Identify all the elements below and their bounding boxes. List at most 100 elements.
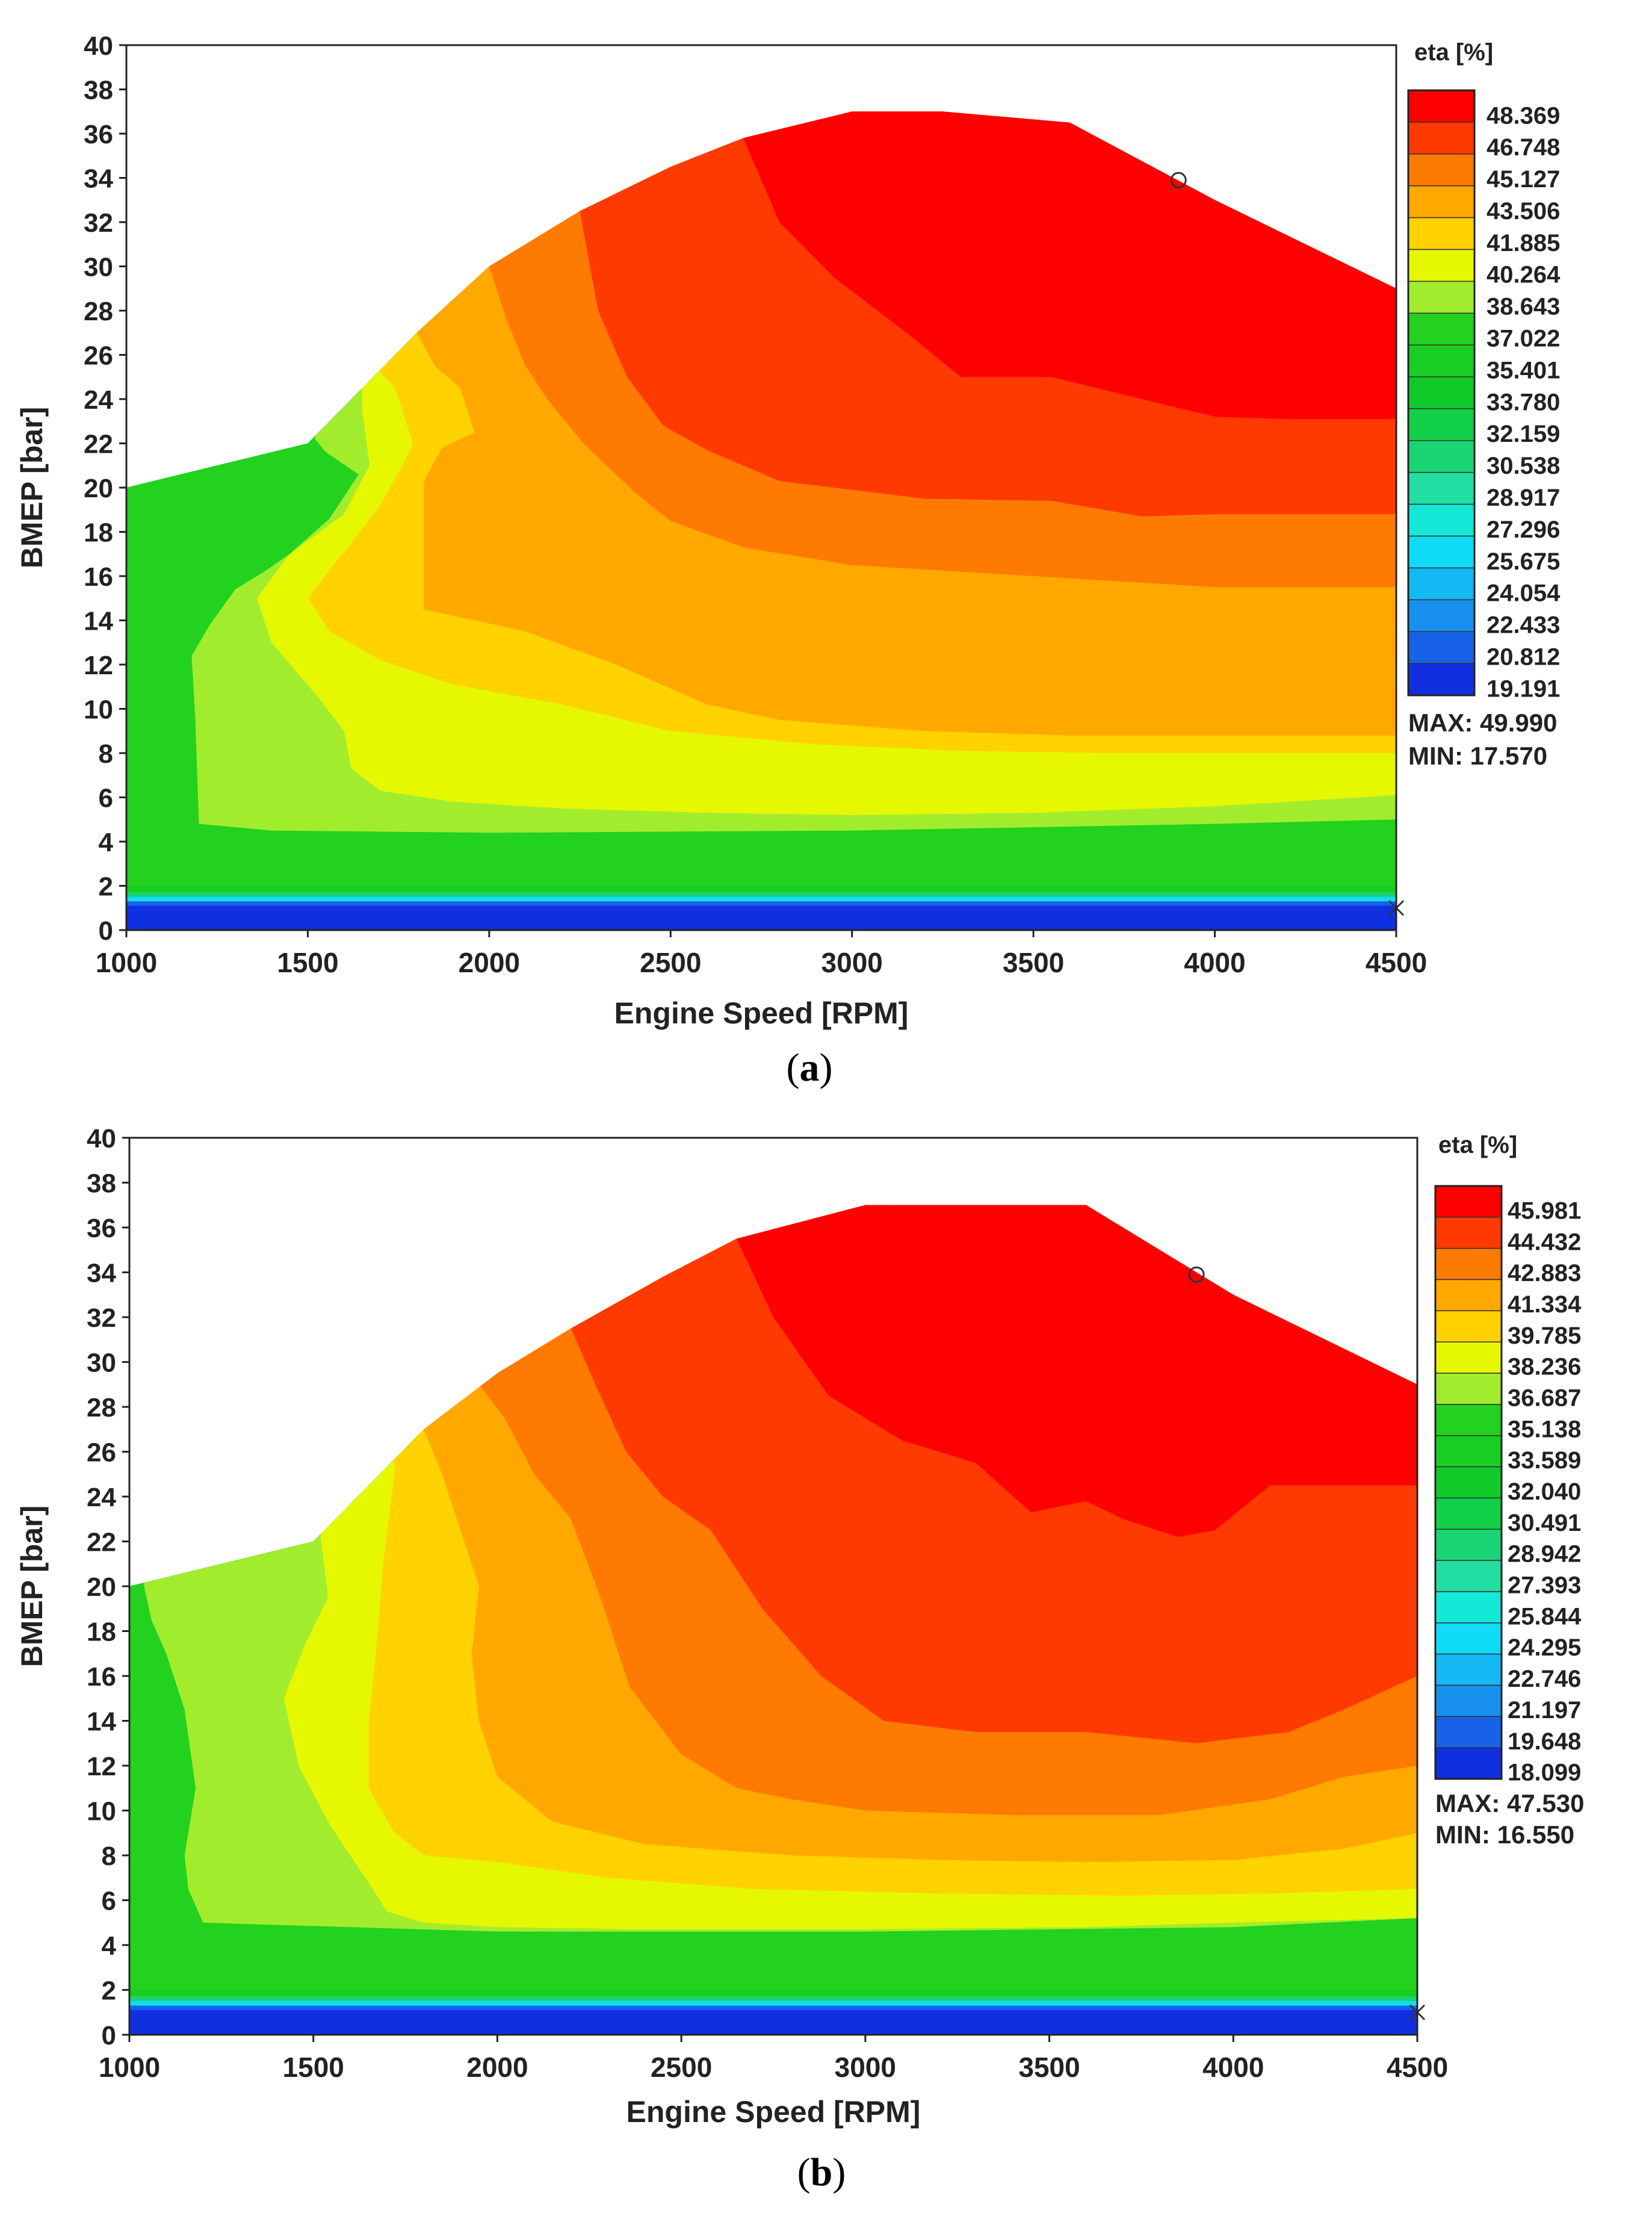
y-tick-label: 10	[87, 1797, 116, 1826]
max-efficiency-marker	[1170, 172, 1187, 188]
legend-frame	[1434, 1185, 1503, 1780]
legend-swatch	[1408, 663, 1475, 696]
legend-swatch	[1408, 631, 1475, 664]
x-tick-label: 3000	[835, 2052, 896, 2083]
legend-swatch	[1408, 90, 1475, 123]
legend-max: MAX: 47.530	[1435, 1789, 1584, 1817]
legend-level-label: 35.401	[1486, 357, 1560, 383]
y-tick-label: 6	[102, 1887, 116, 1916]
y-tick-label: 18	[84, 518, 113, 548]
x-tick-label: 1500	[277, 947, 338, 978]
legend-level-label: 24.295	[1508, 1634, 1581, 1661]
legend-swatch	[1435, 1404, 1502, 1436]
y-tick-label: 6	[99, 784, 113, 813]
legend-level-label: 42.883	[1508, 1260, 1581, 1286]
y-axis-label: BMEP [bar]	[15, 407, 49, 569]
y-tick-label: 38	[87, 1169, 116, 1199]
legend-level-label: 41.334	[1508, 1291, 1582, 1318]
x-tick-label: 3000	[821, 947, 883, 978]
legend-level-label: 40.264	[1486, 262, 1561, 288]
legend-swatch	[1408, 535, 1475, 569]
panel-caption: (b)	[797, 2150, 846, 2194]
y-tick-label: 16	[87, 1662, 116, 1692]
x-tick-label: 3500	[1003, 947, 1064, 978]
legend-swatch	[1435, 1560, 1502, 1592]
y-tick-label: 2	[102, 1976, 116, 2006]
y-tick-label: 22	[87, 1528, 116, 1557]
y-tick-label: 40	[87, 1124, 116, 1153]
y-tick-label: 0	[102, 2021, 116, 2050]
x-tick-label: 2500	[651, 2052, 712, 2083]
y-tick-label: 8	[99, 739, 113, 769]
legend-swatch	[1435, 1217, 1502, 1249]
legend-swatch	[1435, 1653, 1502, 1686]
x-tick-label: 2000	[466, 2052, 528, 2083]
legend-level-label: 30.491	[1508, 1510, 1581, 1536]
legend-level-label: 25.675	[1486, 548, 1560, 575]
legend-swatch	[1435, 1466, 1502, 1499]
legend-level-label: 18.099	[1508, 1760, 1581, 1786]
legend-swatch	[1408, 471, 1475, 505]
legend-swatch	[1435, 1247, 1502, 1280]
legend-level-label: 35.138	[1508, 1416, 1581, 1442]
legend-swatch	[1435, 1622, 1502, 1655]
panel-b: 0246810121416182022242628303234363840100…	[15, 1124, 1584, 2194]
legend-level-label: 19.191	[1486, 675, 1560, 702]
x-tick-label: 1000	[96, 947, 157, 978]
y-tick-label: 24	[87, 1483, 116, 1512]
legend-swatch	[1435, 1747, 1502, 1780]
y-tick-label: 34	[84, 164, 113, 194]
y-tick-label: 30	[87, 1348, 116, 1378]
legend-swatch	[1408, 567, 1475, 601]
x-tick-label: 3500	[1018, 2052, 1080, 2083]
y-tick-label: 36	[87, 1214, 116, 1243]
legend-level-label: 33.589	[1508, 1447, 1581, 1474]
legend-level-label: 20.812	[1486, 644, 1560, 670]
legend-max: MAX: 49.990	[1408, 709, 1557, 737]
legend-swatch	[1435, 1435, 1502, 1468]
legend-swatch	[1435, 1310, 1502, 1342]
y-tick-label: 10	[84, 695, 113, 725]
y-tick-label: 12	[84, 651, 113, 680]
legend-level-label: 43.506	[1486, 198, 1560, 225]
legend-level-label: 44.432	[1508, 1229, 1581, 1255]
legend-level-label: 27.296	[1486, 517, 1560, 543]
legend-swatch	[1435, 1591, 1502, 1624]
legend-level-label: 32.040	[1508, 1479, 1581, 1505]
legend-swatch	[1435, 1185, 1502, 1218]
legend-swatch	[1408, 440, 1475, 473]
legend-swatch	[1435, 1279, 1502, 1312]
legend-level-label: 45.981	[1508, 1197, 1581, 1224]
legend-swatch	[1435, 1684, 1502, 1718]
legend-level-label: 22.433	[1486, 612, 1560, 639]
y-tick-label: 32	[87, 1303, 116, 1333]
legend-swatch	[1408, 217, 1475, 250]
legend-title: eta [%]	[1438, 1132, 1517, 1158]
legend-swatch	[1435, 1716, 1502, 1748]
legend-level-label: 30.538	[1486, 453, 1560, 479]
y-tick-label: 0	[99, 916, 113, 946]
y-tick-label: 12	[87, 1752, 116, 1781]
y-tick-label: 14	[87, 1707, 116, 1737]
y-tick-label: 20	[84, 474, 113, 503]
x-axis-label: Engine Speed [RPM]	[614, 996, 909, 1030]
legend-level-label: 38.643	[1486, 294, 1560, 320]
legend-level-label: 22.746	[1508, 1666, 1581, 1692]
max-efficiency-marker	[1188, 1266, 1205, 1283]
legend-level-label: 24.054	[1486, 580, 1561, 607]
legend-swatch	[1408, 281, 1475, 314]
y-tick-label: 22	[84, 430, 113, 459]
y-tick-label: 36	[84, 120, 113, 149]
y-tick-label: 32	[84, 208, 113, 238]
y-tick-label: 30	[84, 253, 113, 282]
y-tick-label: 4	[99, 828, 114, 857]
legend-swatch	[1435, 1528, 1502, 1561]
legend-level-label: 28.917	[1486, 485, 1560, 511]
legend-level-label: 19.648	[1508, 1728, 1581, 1755]
legend-swatch	[1408, 185, 1475, 219]
legend-swatch	[1408, 312, 1475, 346]
contour-fill	[126, 111, 1396, 930]
x-tick-label: 4000	[1202, 2052, 1264, 2083]
x-tick-label: 4500	[1366, 947, 1427, 978]
legend-swatch	[1435, 1497, 1502, 1530]
